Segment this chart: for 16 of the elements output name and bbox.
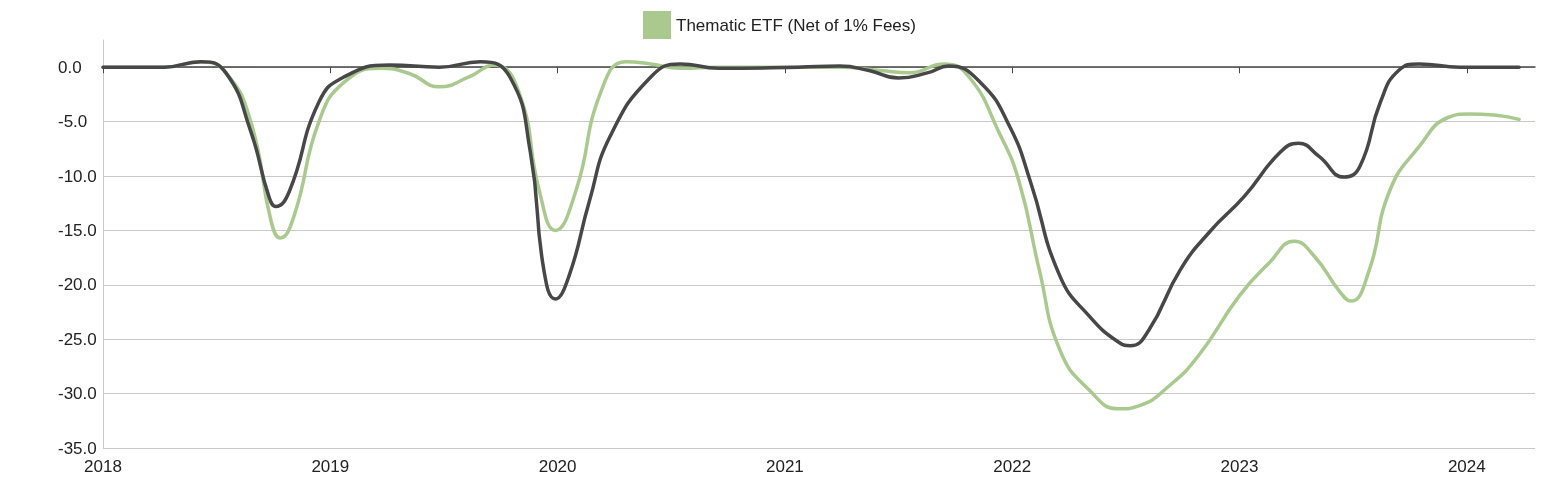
y-tick-label: 0.0 (58, 57, 82, 77)
legend-label: Thematic ETF (Net of 1% Fees) (676, 15, 916, 35)
y-tick-label: -35.0 (58, 438, 97, 458)
x-tick-label: 2019 (311, 457, 350, 476)
x-tick-label: 2020 (538, 457, 577, 476)
x-tick-label: 2023 (1220, 457, 1259, 476)
y-tick-label: -30.0 (58, 384, 97, 404)
y-tick-label: -10.0 (58, 166, 97, 186)
y-tick-label: -25.0 (58, 329, 97, 349)
x-tick-label: 2024 (1447, 457, 1486, 476)
x-tick-label: 2018 (84, 457, 122, 476)
y-tick-label: -5.0 (58, 112, 88, 132)
x-tick-label: 2022 (993, 457, 1032, 476)
y-tick-label: -15.0 (58, 220, 97, 240)
y-tick-label: -20.0 (58, 275, 97, 295)
x-tick-label: 2021 (765, 457, 804, 476)
